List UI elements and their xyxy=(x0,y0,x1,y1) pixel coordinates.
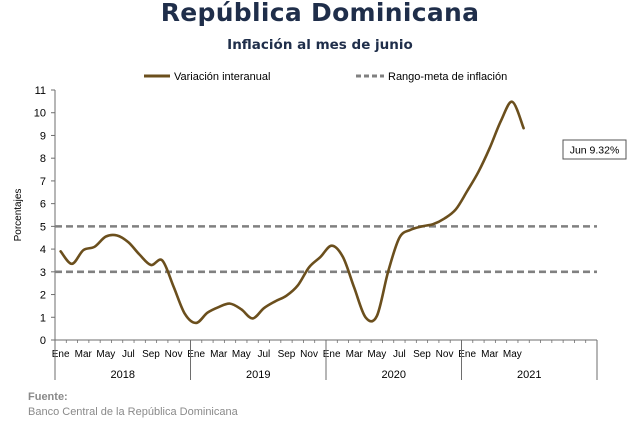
data-point xyxy=(342,256,344,258)
source-text: Banco Central de la República Dominicana xyxy=(28,406,238,418)
y-tick-label: 8 xyxy=(40,153,46,165)
legend-label-interannual: Variación interanual xyxy=(174,71,270,83)
y-tick-label: 5 xyxy=(40,221,46,233)
data-point xyxy=(500,119,502,121)
y-axis-label: Porcentajes xyxy=(13,189,24,242)
series-annotation: Jun 9.32% xyxy=(562,139,627,160)
x-tick-label: Nov xyxy=(165,349,183,360)
data-point xyxy=(477,171,479,173)
y-tick-label: 3 xyxy=(40,267,46,279)
data-point xyxy=(455,208,457,210)
x-tick-label: May xyxy=(232,349,251,360)
x-tick-label: Mar xyxy=(210,349,228,360)
x-tick-label: Ene xyxy=(323,349,341,360)
x-tick-label: May xyxy=(367,349,386,360)
data-point xyxy=(161,259,163,261)
y-tick-label: 10 xyxy=(34,108,46,120)
x-tick-label: Nov xyxy=(300,349,318,360)
year-label: 2019 xyxy=(246,369,270,381)
year-label: 2018 xyxy=(111,369,135,381)
data-point xyxy=(364,316,366,318)
data-point xyxy=(116,234,118,236)
data-point xyxy=(489,147,491,149)
x-tick-label: Sep xyxy=(413,349,431,360)
source-label: Fuente: xyxy=(28,391,68,403)
chart-subtitle: Inflación al mes de junio xyxy=(227,37,413,53)
legend-label-target-range: Rango-meta de inflación xyxy=(388,71,507,83)
x-tick-label: Nov xyxy=(436,349,454,360)
data-point xyxy=(218,306,220,308)
data-point xyxy=(330,244,332,246)
y-tick-label: 4 xyxy=(40,244,46,256)
data-point xyxy=(398,237,400,239)
data-point xyxy=(443,217,445,219)
data-point xyxy=(71,263,73,265)
data-point xyxy=(353,287,355,289)
x-tick-label: Mar xyxy=(346,349,364,360)
data-point xyxy=(93,246,95,248)
data-point xyxy=(195,322,197,324)
series-line-interannual xyxy=(59,100,525,325)
legend: Variación interanual Rango-meta de infla… xyxy=(144,71,507,83)
data-point xyxy=(522,127,524,129)
x-tick-label: Jul xyxy=(257,349,270,360)
x-tick-label: Jul xyxy=(393,349,406,360)
data-point xyxy=(263,307,265,309)
data-point xyxy=(285,294,287,296)
data-point xyxy=(319,256,321,258)
data-point xyxy=(240,308,242,310)
data-point xyxy=(82,249,84,251)
x-tick-label: Ene xyxy=(52,349,70,360)
data-point xyxy=(376,315,378,317)
year-label: 2021 xyxy=(517,369,541,381)
y-tick-label: 6 xyxy=(40,199,46,211)
x-tick-label: Ene xyxy=(187,349,205,360)
data-point xyxy=(150,264,152,266)
data-point xyxy=(409,229,411,231)
year-label: 2020 xyxy=(382,369,406,381)
page-title: República Dominicana xyxy=(160,0,480,27)
data-point xyxy=(308,266,310,268)
y-tick-label: 11 xyxy=(35,85,46,97)
data-point xyxy=(432,223,434,225)
x-tick-label: Ene xyxy=(458,349,476,360)
y-tick-label: 7 xyxy=(40,176,46,188)
x-tick-label: May xyxy=(503,349,522,360)
data-point xyxy=(297,284,299,286)
data-point xyxy=(105,235,107,237)
data-point xyxy=(206,312,208,314)
data-point xyxy=(251,317,253,319)
y-tick-label: 2 xyxy=(40,290,46,302)
data-point xyxy=(229,302,231,304)
annotation-box xyxy=(562,139,627,160)
y-tick-label: 1 xyxy=(40,312,46,324)
x-tick-label: Sep xyxy=(142,349,160,360)
data-point xyxy=(59,250,61,252)
data-point xyxy=(127,241,129,243)
x-tick-label: Mar xyxy=(75,349,93,360)
x-tick-label: Mar xyxy=(481,349,499,360)
data-point xyxy=(387,271,389,273)
data-point xyxy=(172,285,174,287)
data-point xyxy=(274,300,276,302)
data-point xyxy=(421,225,423,227)
data-point xyxy=(466,190,468,192)
data-point xyxy=(138,254,140,256)
data-point xyxy=(511,101,513,103)
x-tick-label: Jul xyxy=(122,349,135,360)
y-tick-label: 9 xyxy=(40,130,46,142)
y-tick-label: 0 xyxy=(40,335,46,347)
data-point xyxy=(184,313,186,315)
x-tick-label: May xyxy=(96,349,115,360)
annotation-label: Jun 9.32% xyxy=(570,145,620,157)
x-tick-label: Sep xyxy=(278,349,296,360)
